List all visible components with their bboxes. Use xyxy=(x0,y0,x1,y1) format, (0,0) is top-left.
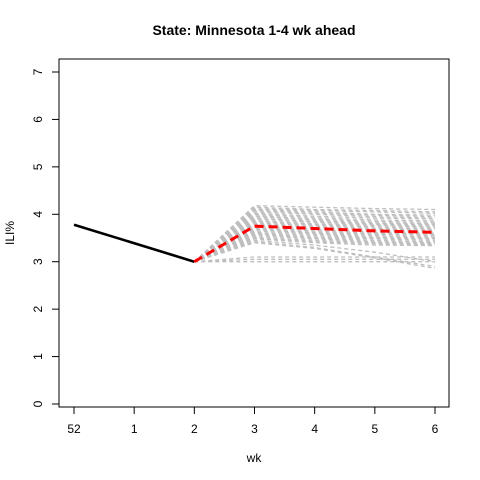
median-forecast-line xyxy=(193,224,436,263)
x-tick-label: 1 xyxy=(131,422,138,436)
y-tick-label: 7 xyxy=(31,68,45,75)
chart-title: State: Minnesota 1-4 wk ahead xyxy=(152,22,355,38)
ensemble-line xyxy=(194,256,435,263)
ensemble-line xyxy=(193,226,436,263)
ensemble-line xyxy=(193,228,436,263)
y-axis-label: ILI% xyxy=(3,221,17,245)
ensemble-line xyxy=(194,230,436,263)
ensemble-line xyxy=(194,239,436,263)
x-tick-label: 5 xyxy=(371,422,378,436)
x-tick-label: 4 xyxy=(311,422,318,436)
y-tick-label: 6 xyxy=(31,116,45,123)
main-series xyxy=(73,223,436,263)
ensemble-line xyxy=(193,213,436,263)
y-tick-label: 5 xyxy=(31,163,45,170)
y-tick-label: 0 xyxy=(31,400,45,407)
x-tick-label: 3 xyxy=(251,422,258,436)
ensemble-line xyxy=(194,241,436,268)
ensemble-line xyxy=(194,258,435,263)
x-axis-label: wk xyxy=(246,451,263,465)
ensemble-line xyxy=(194,242,436,270)
ensemble-line xyxy=(194,233,436,263)
ensemble-line xyxy=(193,205,436,263)
y-tick-label: 1 xyxy=(31,353,45,360)
ensemble-line xyxy=(193,220,436,263)
ensemble-line xyxy=(194,234,436,263)
ensemble-line xyxy=(193,209,436,263)
observed-line xyxy=(73,223,195,263)
ensemble-line xyxy=(193,211,436,263)
x-tick-label: 6 xyxy=(432,422,439,436)
ensemble-line xyxy=(193,207,436,263)
x-tick-label: 52 xyxy=(67,422,81,436)
y-axis: 0 1 2 3 4 5 6 7 xyxy=(31,68,60,407)
x-axis: 52 1 2 3 4 5 6 xyxy=(67,406,439,436)
x-tick-label: 2 xyxy=(191,422,198,436)
ensemble-line xyxy=(193,206,436,263)
ensemble-line xyxy=(193,219,436,263)
ensemble-line xyxy=(194,238,436,263)
ensemble-forecast-lines xyxy=(193,205,436,270)
y-tick-label: 3 xyxy=(31,258,45,265)
ensemble-line xyxy=(193,218,436,263)
y-tick-label: 2 xyxy=(31,305,45,312)
ensemble-line xyxy=(193,208,436,263)
ensemble-line xyxy=(193,222,436,263)
ensemble-line xyxy=(193,216,436,263)
y-tick-label: 4 xyxy=(31,211,45,218)
